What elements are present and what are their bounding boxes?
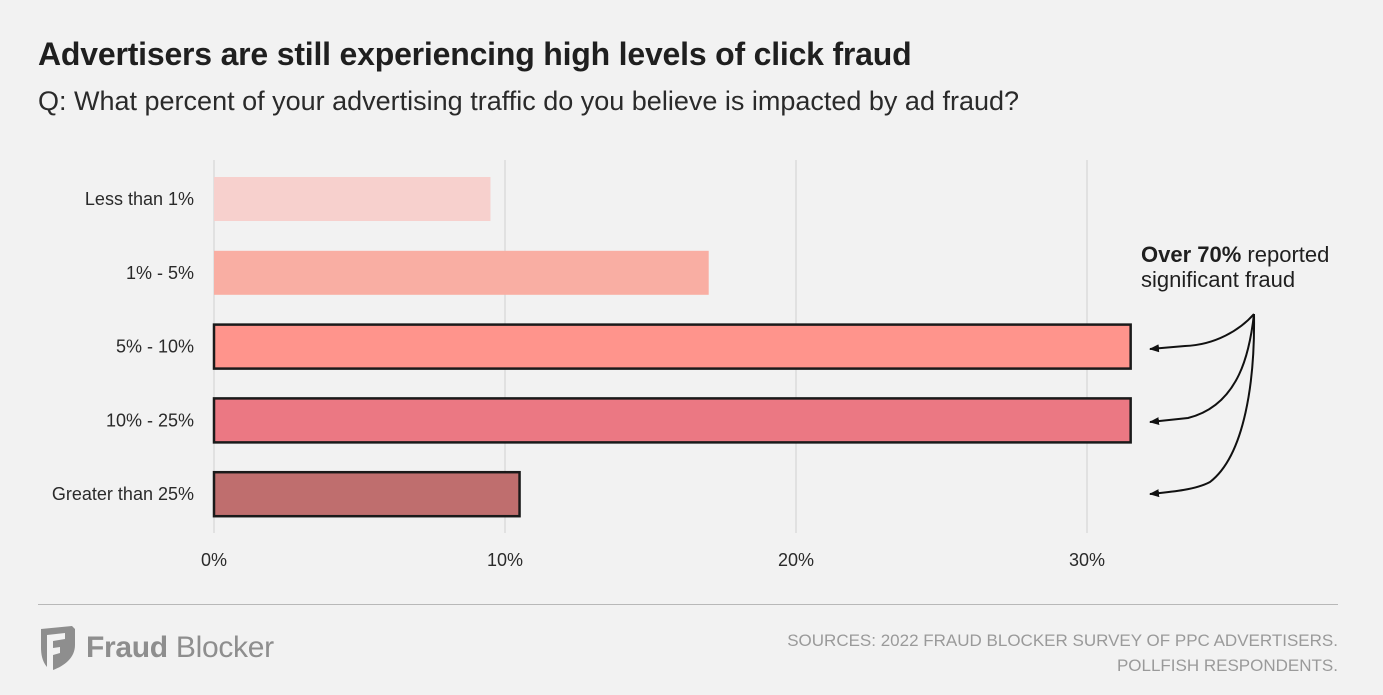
category-label: 1% - 5%: [126, 263, 194, 283]
shield-logo-icon: [41, 626, 75, 670]
x-tick-label: 0%: [201, 550, 227, 570]
bar: [212, 397, 1132, 444]
annotation-line1: reported: [1241, 242, 1330, 267]
x-tick-label: 10%: [487, 550, 523, 570]
logo-text-rest: Blocker: [167, 631, 274, 664]
sources-note: SOURCES: 2022 FRAUD BLOCKER SURVEY OF PP…: [787, 628, 1338, 678]
footer-divider: [38, 604, 1338, 605]
bar-chart: Less than 1% 1% - 5% 5% - 10% 10% - 25% Grea…: [52, 160, 1256, 570]
bar: [212, 470, 521, 518]
annotation-arrow-2: [1149, 313, 1255, 426]
annotation-line2: significant fraud: [1141, 267, 1296, 292]
x-tick-label: 20%: [778, 550, 814, 570]
bars: [212, 177, 1132, 518]
sources-line-2: POLLFISH RESPONDENTS.: [1116, 656, 1338, 675]
annotation-arrow-3: [1149, 313, 1256, 498]
x-tick-labels: 0% 10% 20% 30%: [201, 550, 1105, 570]
bar: [212, 323, 1132, 370]
sources-line-1: SOURCES: 2022 FRAUD BLOCKER SURVEY OF PP…: [787, 631, 1338, 650]
annotation-arrows: [1149, 313, 1256, 498]
annotation-text: Over 70% reported significant fraud: [1141, 242, 1329, 292]
category-label: 10% - 25%: [106, 410, 194, 430]
annotation-arrow-1: [1149, 313, 1255, 353]
category-labels: Less than 1% 1% - 5% 5% - 10% 10% - 25% Grea…: [52, 189, 194, 504]
chart-title: Advertisers are still experiencing high …: [38, 36, 912, 72]
fraud-blocker-logo[interactable]: Fraud Blocker: [38, 625, 274, 671]
category-label: Greater than 25%: [52, 484, 194, 504]
logo-text-bold: Fraud: [86, 631, 168, 664]
chart-subtitle: Q: What percent of your advertising traf…: [38, 86, 1020, 116]
category-label: 5% - 10%: [116, 337, 194, 357]
x-tick-label: 30%: [1069, 550, 1105, 570]
bar: [214, 250, 709, 295]
bar: [214, 177, 491, 221]
annotation-bold: Over 70%: [1141, 242, 1242, 267]
category-label: Less than 1%: [85, 189, 194, 209]
